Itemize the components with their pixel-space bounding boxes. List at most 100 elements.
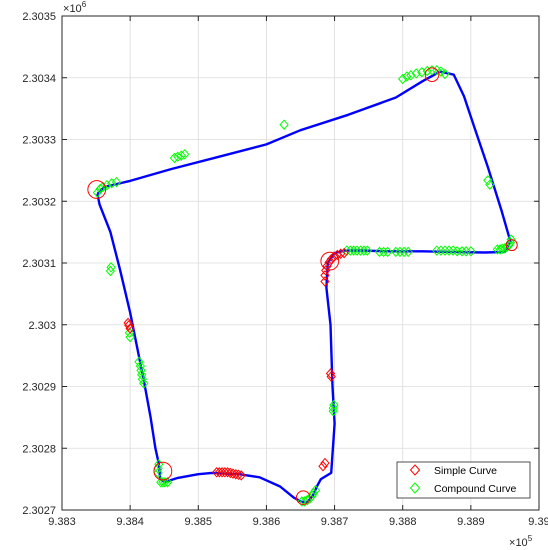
compound-curve-point [383,246,393,258]
compound-curve-point [391,246,401,258]
highlight-circle [295,490,311,505]
compound-curve-point [452,246,462,257]
y-tick-label: 2.3032 [22,196,56,208]
simple-curve-point [336,248,346,259]
compound-curve-point [461,246,471,257]
x-exponent-power: 5 [528,534,533,543]
legend-compound-label: Compound Curve [434,483,516,495]
compound-curve-point [156,476,166,488]
y-exponent-base: 10 [69,3,81,15]
circles [87,67,518,505]
markers [92,65,516,507]
x-ticks: 9.383 9.384 9.385 9.386 9.387 9.388 9.389 9.39 [48,16,548,528]
compound-curve-point [173,151,183,163]
compound-curve-point [355,245,366,256]
y-tick-label: 2.3028 [22,443,56,455]
y-exponent-label: ×106 [63,0,87,15]
x-tick-label: 9.385 [185,516,213,528]
compound-curve-point [495,244,505,255]
compound-curve-point [111,176,122,188]
y-tick-label: 2.3027 [22,505,56,517]
compound-curve-point [378,246,389,258]
y-tick-label: 2.3031 [22,258,56,270]
simple-curve-point [123,317,133,329]
compound-curve-point [483,175,493,186]
x-tick-label: 9.388 [389,516,417,528]
y-tick-label: 2.3035 [22,11,56,23]
compound-curve-point [440,68,450,80]
highlight-circle [87,180,107,199]
simple-curve-point [318,460,328,472]
compound-curve-point [107,178,117,189]
compound-curve-point [448,245,458,256]
compound-curve-point [297,496,307,507]
highlight-circle [320,251,340,271]
compound-curve-point [352,245,362,256]
x-tick-label: 9.383 [48,516,76,528]
compound-curve-point [502,241,512,253]
compound-curve-point [402,71,412,82]
compound-curve-point [497,243,507,255]
simple-curve-point [326,371,336,382]
simple-curve-point [236,470,246,481]
compound-curve-point [102,179,112,191]
compound-curve-point [95,183,105,195]
compound-curve-point [362,245,372,256]
compound-curve-point [134,356,144,368]
simple-curve-point [320,270,330,281]
x-exponent-prefix: × [509,537,515,549]
compound-curve-point [162,476,173,488]
legend-simple-marker [409,464,421,476]
y-exponent-prefix: × [63,3,69,15]
x-tick-label: 9.387 [321,516,349,528]
y-ticks: 2.3027 2.3028 2.3029 2.303 2.3031 2.3032 2.303… [22,11,539,517]
y-tick-label: 2.3033 [22,135,56,147]
y-tick-label: 2.3034 [22,73,56,85]
compound-curve-point [417,66,427,78]
simple-curve-point [231,468,241,480]
compound-curve-point [492,244,503,255]
simple-curve-point [320,276,330,287]
y-exponent-power: 6 [82,0,87,9]
compound-curve-point [432,245,442,256]
compound-curve-point [506,234,516,245]
y-tick-label: 2.303 [28,320,56,332]
legend: Simple Curve Compound Curve [396,461,531,499]
compound-curve-point [359,245,369,256]
simple-curve-point [324,257,334,268]
compound-curve-point [399,246,409,258]
compound-curve-point [349,245,359,256]
compound-curve-point [106,262,116,273]
x-tick-label: 9.389 [457,516,485,528]
compound-curve-point [153,467,163,479]
simple-curve-point [228,468,238,479]
x-exponent-label: ×105 [509,534,533,549]
highlight-circle [424,67,440,82]
compound-curve-point [329,399,339,411]
highlight-circle [505,239,518,252]
compound-curve-point [444,245,454,256]
simple-curve-point [322,260,332,272]
x-tick-label: 9.384 [116,516,144,528]
compound-curve-point [176,150,186,161]
compound-curve-point [403,246,413,258]
simple-curve-point [124,320,134,331]
simple-curve-point [320,457,330,469]
compound-curve-point [485,179,495,190]
compound-curve-point [279,119,289,130]
highlight-circle [153,461,173,481]
compound-curve-point [395,246,405,258]
compound-curve-point [422,65,432,77]
compound-curve-point [92,187,103,198]
compound-curve-point [345,245,355,256]
x-exponent-base: 10 [515,537,527,549]
compound-curve-point [500,242,510,254]
compound-curve-point [180,149,190,160]
simple-curve-point [325,368,336,379]
compound-curve-point [436,66,446,77]
simple-curve-point [233,469,244,481]
legend-compound-marker [409,482,421,494]
compound-curve-point [374,246,385,258]
compound-curve-point [160,476,170,488]
